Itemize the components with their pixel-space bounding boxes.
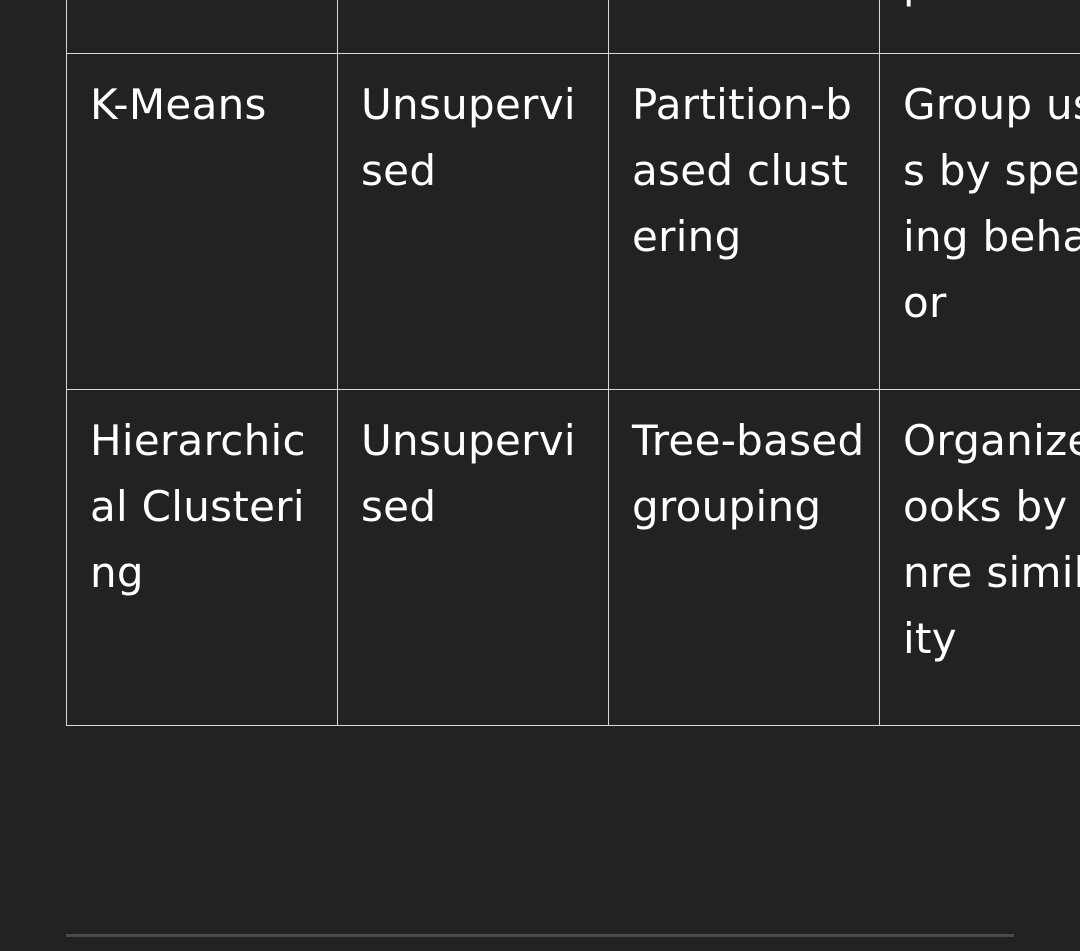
table-row: K-Means Unsupervised Partition-based clu… [66,53,1080,390]
approach-cell: Partition-based clustering [608,53,880,390]
table-cell-text: product [903,0,1067,17]
table-cell: product [879,0,1080,54]
table-cell [608,0,880,54]
type-cell: Unsupervised [337,53,609,390]
algorithm-cell: K-Means [66,53,338,390]
example-cell: Group users by spending behavior [879,53,1080,390]
table-cell [66,0,338,54]
type-cell: Unsupervised [337,389,609,726]
approach-cell: Tree-based grouping [608,389,880,726]
table-cell [337,0,609,54]
section-divider [66,934,1014,937]
algorithm-cell: Hierarchical Clustering [66,389,338,726]
algorithms-table-container: product K-Means Unsupervised Partition-b… [66,0,1080,726]
algorithms-table: product K-Means Unsupervised Partition-b… [66,0,1080,726]
table-row: Hierarchical Clustering Unsupervised Tre… [66,389,1080,726]
example-cell: Organize books by genre similarity [879,389,1080,726]
table-row-partial: product [66,0,1080,54]
